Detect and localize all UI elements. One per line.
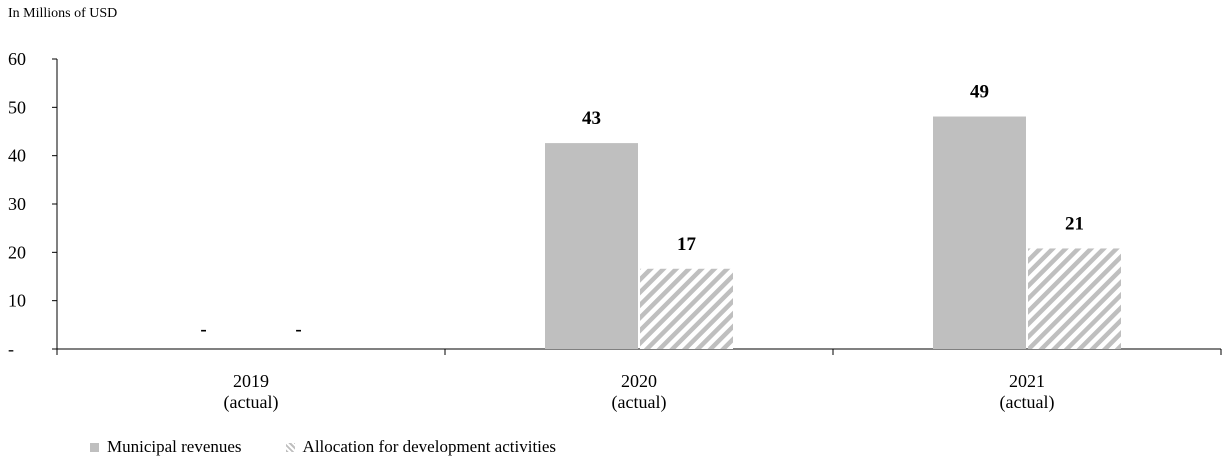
- legend-swatch-solid: [90, 442, 99, 452]
- data-label: 17: [677, 234, 697, 255]
- x-tick-sublabel: (actual): [612, 392, 667, 413]
- chart-legend: Municipal revenues Allocation for develo…: [90, 437, 600, 457]
- data-label: 21: [1065, 213, 1084, 234]
- x-tick-label: 2019: [233, 371, 269, 391]
- data-label: -: [200, 319, 206, 340]
- legend-item-development-allocation: Allocation for development activities: [285, 437, 557, 457]
- chart-axes: -1020304050602019(actual)2020(actual)202…: [8, 49, 1222, 413]
- legend-label: Allocation for development activities: [302, 437, 557, 456]
- chart-labels: - 43 49 - 17 21: [200, 82, 1084, 340]
- y-tick-label: -: [8, 339, 14, 359]
- legend-label: Municipal revenues: [107, 437, 242, 456]
- bar-municipal-revenues: [545, 143, 638, 349]
- x-tick-sublabel: (actual): [1000, 392, 1055, 413]
- bar-development-allocation: [1028, 248, 1121, 349]
- legend-swatch-hatched: [285, 442, 295, 452]
- data-label: -: [295, 319, 301, 340]
- data-label: 49: [970, 82, 989, 103]
- chart-bars: [545, 116, 1121, 350]
- y-tick-label: 40: [8, 146, 26, 166]
- y-tick-label: 50: [8, 97, 26, 117]
- bar-development-allocation: [640, 268, 733, 349]
- y-tick-label: 30: [8, 194, 26, 214]
- y-axis-unit-label: In Millions of USD: [8, 6, 118, 21]
- x-tick-sublabel: (actual): [224, 392, 279, 413]
- y-tick-label: 20: [8, 242, 26, 262]
- data-label: 43: [582, 108, 601, 129]
- y-tick-label: 10: [8, 291, 26, 311]
- y-tick-label: 60: [8, 49, 26, 69]
- bar-municipal-revenues: [933, 116, 1026, 350]
- x-tick-label: 2020: [621, 371, 657, 391]
- legend-item-municipal-revenues: Municipal revenues: [90, 437, 242, 457]
- x-tick-label: 2021: [1009, 371, 1045, 391]
